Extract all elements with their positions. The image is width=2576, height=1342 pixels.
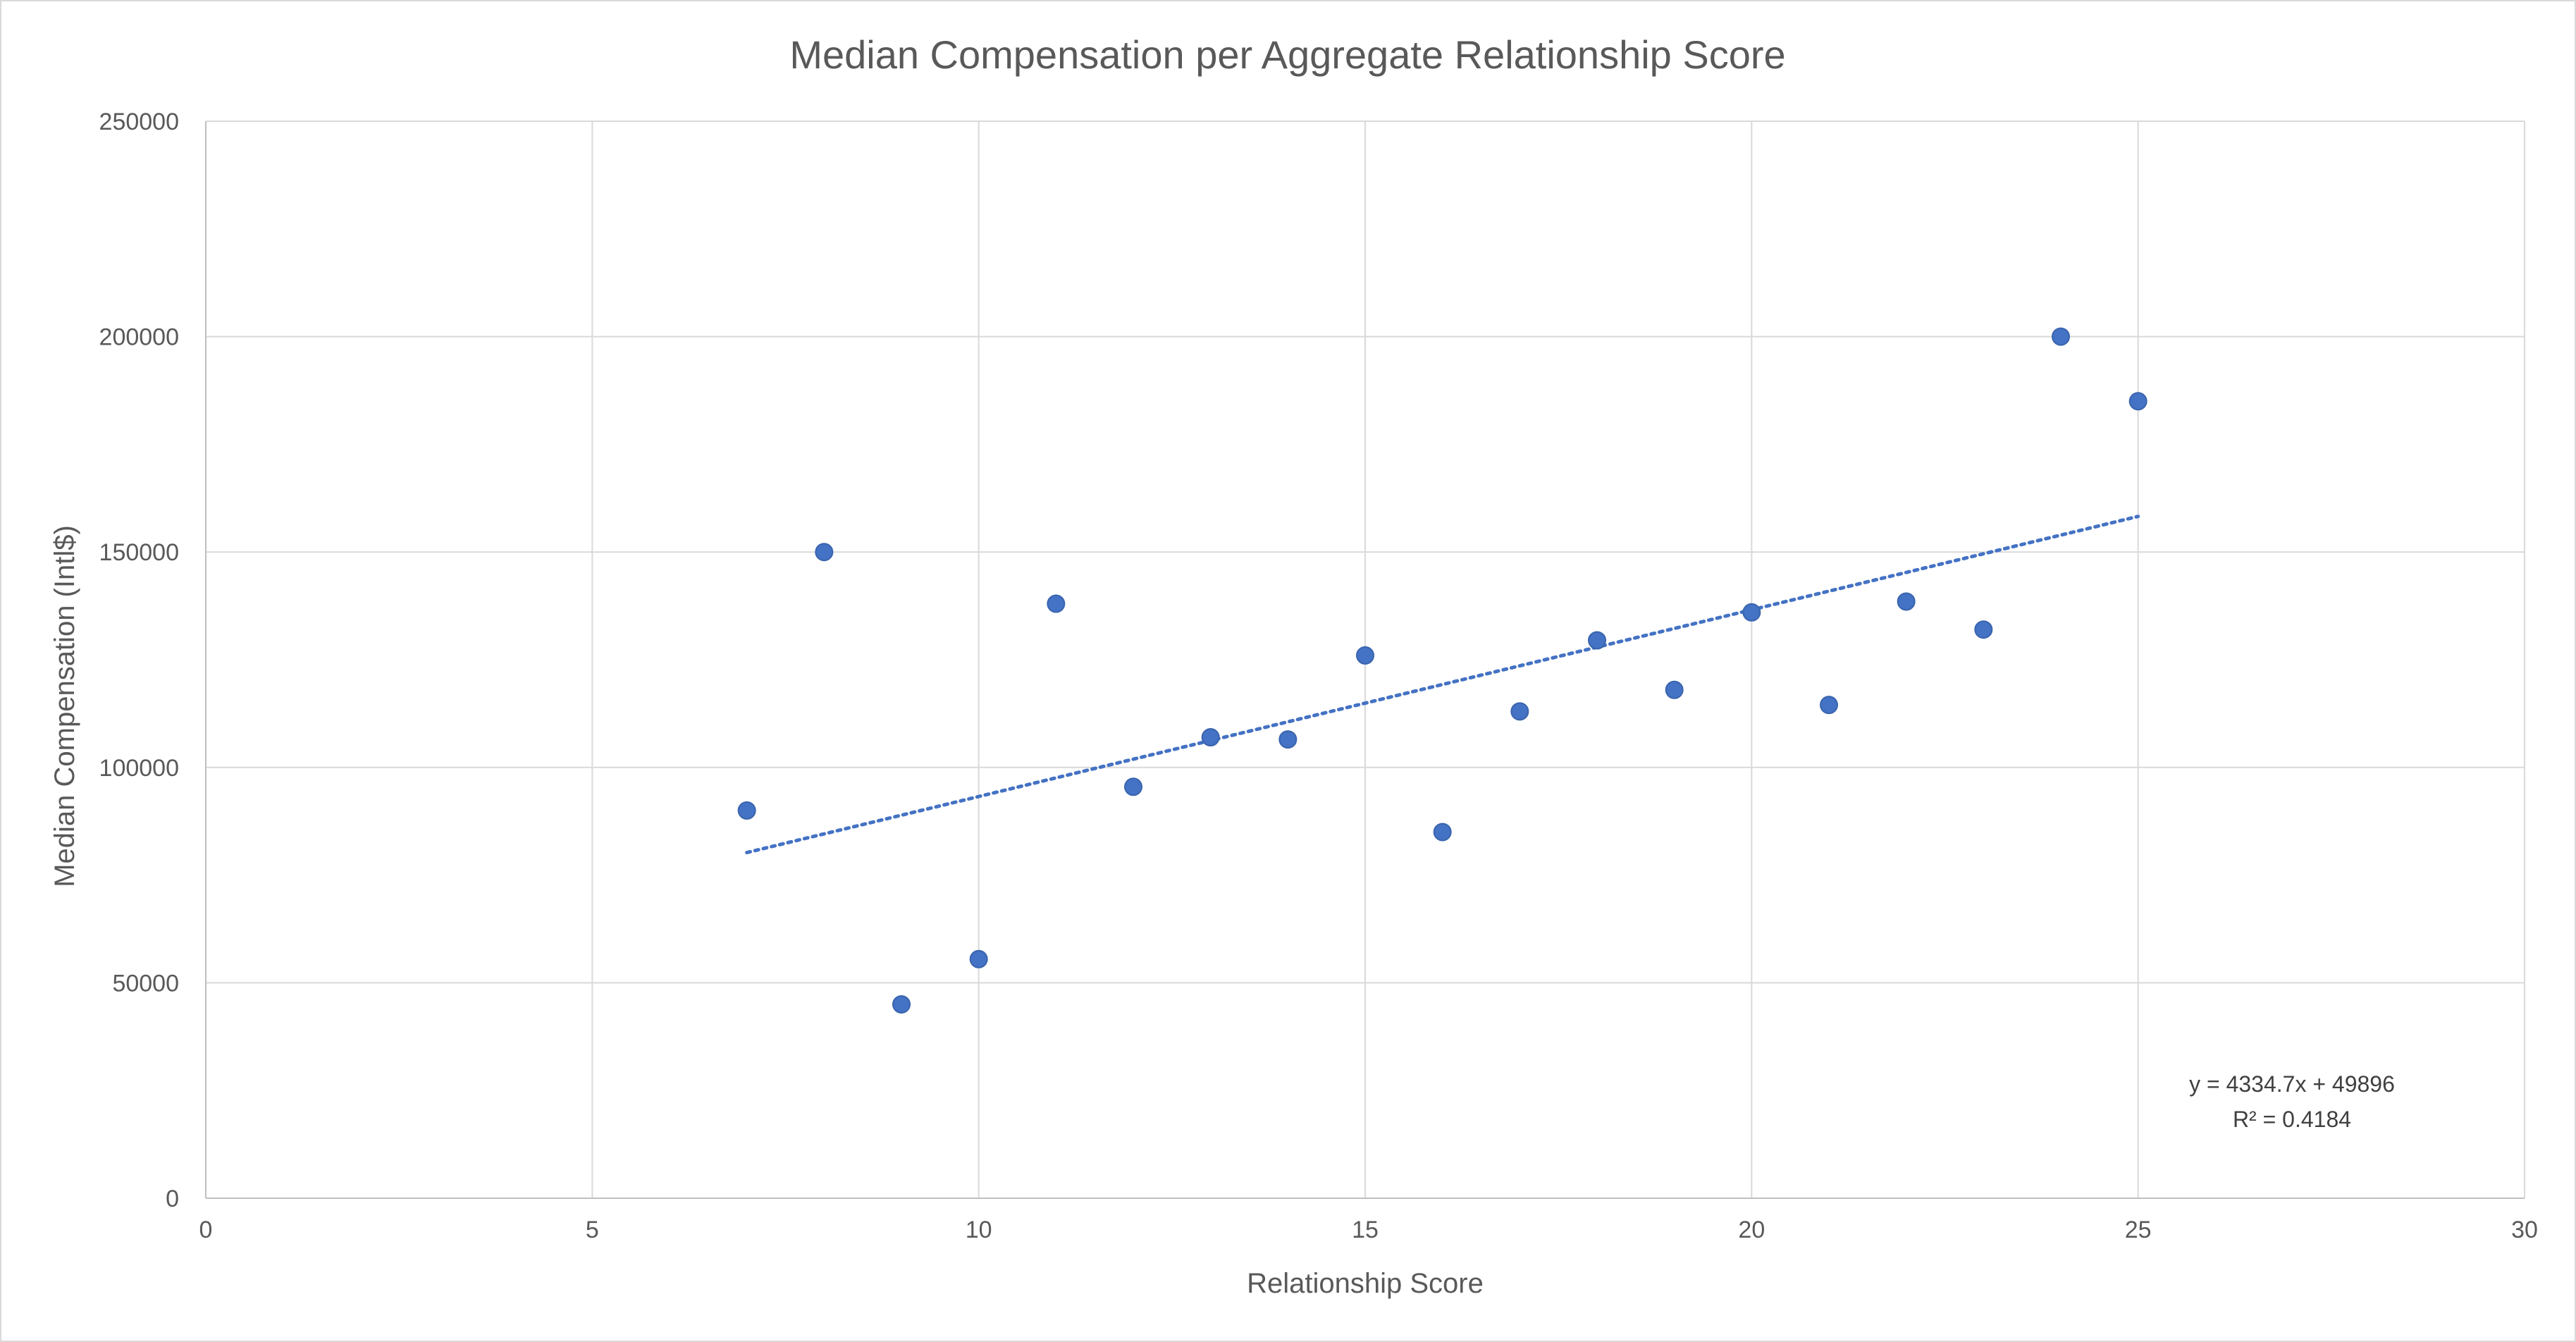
data-point <box>1124 777 1142 796</box>
y-tick-label: 100000 <box>99 755 179 782</box>
data-point <box>1588 631 1606 650</box>
x-tick-label: 10 <box>966 1217 992 1243</box>
y-tick-label: 50000 <box>112 970 179 997</box>
x-tick-label: 15 <box>1352 1217 1379 1243</box>
chart-title: Median Compensation per Aggregate Relati… <box>789 32 1785 77</box>
trendline-equation: y = 4334.7x + 49896 <box>2189 1071 2395 1097</box>
y-axis-title: Median Compensation (Intl$) <box>49 525 80 887</box>
x-tick-label: 25 <box>2125 1217 2152 1243</box>
data-point <box>1665 680 1684 699</box>
axes <box>205 121 2525 1199</box>
data-point <box>1047 594 1066 613</box>
data-point <box>2052 327 2070 346</box>
data-point <box>1278 730 1298 749</box>
data-point <box>1974 620 1993 639</box>
data-point <box>969 949 988 968</box>
grid-lines <box>206 121 2525 1198</box>
data-point <box>1510 702 1529 721</box>
x-tick-label: 30 <box>2511 1217 2538 1243</box>
data-point <box>892 995 911 1014</box>
y-tick-label: 0 <box>166 1186 179 1212</box>
data-points <box>737 327 2147 1014</box>
x-tick-label: 20 <box>1738 1217 1765 1243</box>
data-point <box>737 801 756 820</box>
data-point <box>815 543 834 562</box>
data-point <box>1433 823 1452 842</box>
data-point <box>1201 728 1220 747</box>
trendline <box>745 515 2140 855</box>
data-point <box>2128 392 2147 411</box>
x-tick-label: 0 <box>199 1217 213 1243</box>
data-point <box>1820 696 1838 715</box>
x-tick-label: 5 <box>586 1217 599 1243</box>
data-point <box>1742 603 1761 622</box>
trendline-r-squared: R² = 0.4184 <box>2233 1107 2351 1132</box>
tick-labels: 0 50000 100000 150000 200000 250000 0 5 10 15 20 25… <box>99 109 2538 1243</box>
x-axis-title: Relationship Score <box>1247 1268 1484 1299</box>
data-point <box>1356 646 1374 665</box>
y-tick-label: 200000 <box>99 324 179 351</box>
y-tick-label: 250000 <box>99 109 179 135</box>
trendline-line <box>745 515 2140 855</box>
data-point <box>1897 592 1916 611</box>
y-tick-label: 150000 <box>99 539 179 566</box>
